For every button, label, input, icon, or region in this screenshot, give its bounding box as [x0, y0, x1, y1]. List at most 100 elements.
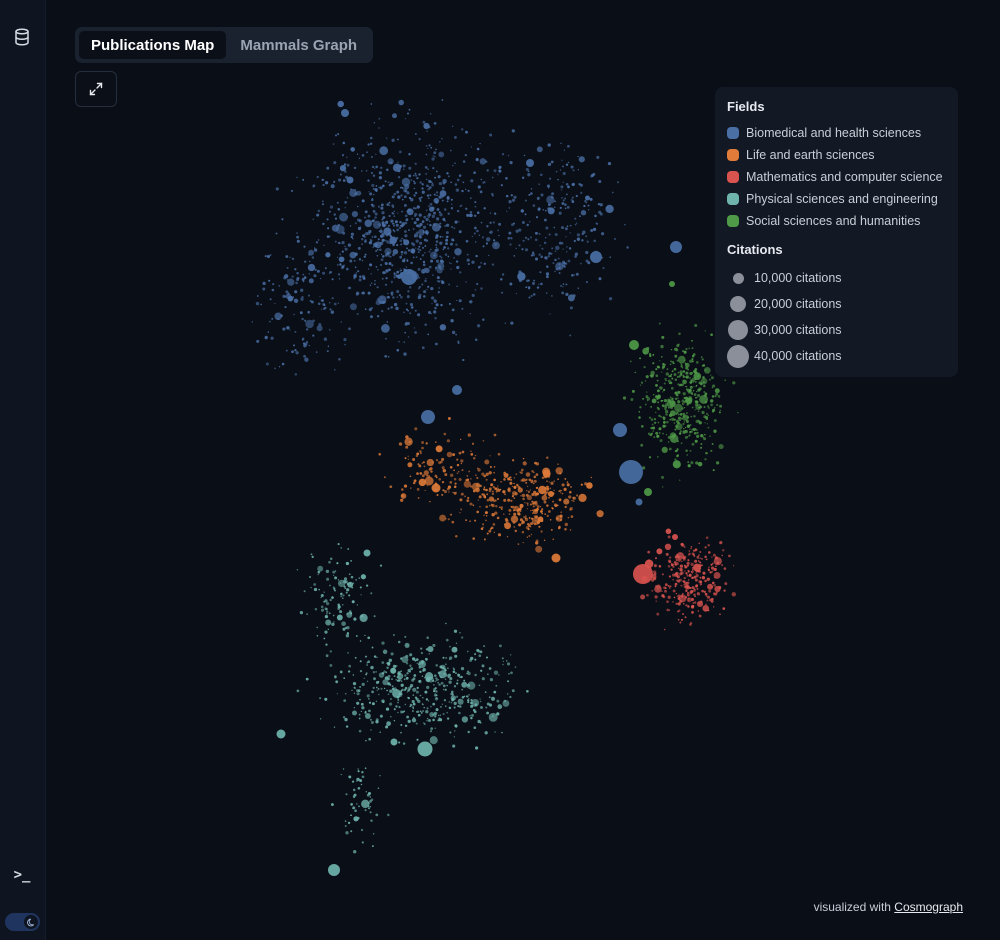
publication-point[interactable]: [506, 536, 509, 538]
publication-point[interactable]: [655, 600, 657, 602]
publication-point[interactable]: [578, 183, 581, 186]
publication-point[interactable]: [709, 378, 711, 381]
publication-point[interactable]: [513, 512, 517, 516]
publication-point[interactable]: [691, 569, 694, 571]
publication-point[interactable]: [424, 489, 426, 492]
publication-point[interactable]: [682, 580, 684, 582]
publication-point[interactable]: [713, 429, 717, 433]
publication-point[interactable]: [290, 189, 294, 192]
publication-point[interactable]: [370, 729, 372, 731]
publication-point[interactable]: [346, 196, 349, 199]
publication-point[interactable]: [367, 268, 370, 270]
publication-point[interactable]: [435, 266, 438, 269]
publication-point[interactable]: [372, 246, 374, 248]
publication-point[interactable]: [390, 306, 394, 309]
publication-point[interactable]: [462, 358, 465, 362]
fullscreen-button[interactable]: [75, 71, 117, 107]
publication-point[interactable]: [548, 497, 550, 499]
publication-point[interactable]: [686, 403, 689, 406]
publication-point[interactable]: [711, 556, 713, 558]
publication-point[interactable]: [350, 560, 352, 562]
publication-point[interactable]: [353, 796, 356, 798]
publication-point[interactable]: [287, 295, 293, 301]
publication-point[interactable]: [398, 692, 401, 696]
publication-point[interactable]: [289, 329, 291, 331]
publication-point[interactable]: [384, 261, 388, 265]
publication-point[interactable]: [480, 221, 483, 224]
publication-point[interactable]: [251, 321, 253, 323]
publication-point[interactable]: [683, 421, 686, 423]
publication-point[interactable]: [347, 821, 351, 825]
publication-point[interactable]: [474, 214, 477, 217]
publication-point[interactable]: [419, 235, 422, 239]
publication-point[interactable]: [306, 328, 309, 331]
publication-point[interactable]: [558, 525, 561, 528]
publication-point[interactable]: [435, 445, 443, 453]
publication-point[interactable]: [575, 222, 578, 224]
publication-point[interactable]: [451, 520, 455, 524]
publication-point[interactable]: [400, 295, 403, 299]
publication-point[interactable]: [339, 173, 342, 176]
publication-point[interactable]: [694, 578, 698, 582]
publication-point[interactable]: [549, 313, 551, 315]
publication-point[interactable]: [638, 411, 641, 413]
publication-point[interactable]: [559, 169, 562, 171]
publication-point[interactable]: [686, 561, 690, 566]
publication-point[interactable]: [441, 199, 444, 202]
publication-point[interactable]: [397, 138, 399, 141]
publication-point[interactable]: [324, 630, 328, 634]
publication-point[interactable]: [408, 108, 411, 111]
publication-point[interactable]: [465, 519, 467, 521]
publication-point[interactable]: [424, 279, 427, 283]
publication-point[interactable]: [691, 576, 694, 580]
publication-point[interactable]: [382, 216, 386, 219]
publication-point[interactable]: [538, 283, 540, 286]
publication-point[interactable]: [538, 525, 541, 528]
publication-point[interactable]: [317, 573, 319, 576]
publication-point[interactable]: [363, 255, 366, 258]
publication-point[interactable]: [465, 281, 467, 283]
publication-point[interactable]: [534, 238, 538, 242]
publication-point[interactable]: [285, 255, 289, 258]
publication-point[interactable]: [403, 203, 407, 207]
publication-point[interactable]: [381, 672, 384, 675]
publication-point[interactable]: [448, 706, 452, 710]
publication-point[interactable]: [709, 435, 711, 437]
publication-point[interactable]: [358, 713, 361, 716]
publication-point[interactable]: [426, 636, 429, 639]
publication-point[interactable]: [365, 672, 368, 675]
publication-point[interactable]: [408, 286, 412, 289]
publication-point[interactable]: [656, 379, 659, 382]
publication-point[interactable]: [385, 234, 389, 237]
publication-point[interactable]: [346, 156, 348, 159]
publication-point[interactable]: [562, 181, 564, 183]
publication-point[interactable]: [436, 194, 438, 197]
publication-point[interactable]: [433, 688, 436, 691]
publication-point[interactable]: [702, 381, 705, 384]
publication-point-major[interactable]: [548, 491, 554, 497]
publication-point[interactable]: [566, 205, 570, 209]
publication-point[interactable]: [513, 497, 516, 499]
publication-point[interactable]: [381, 211, 385, 215]
publication-point[interactable]: [479, 265, 481, 267]
publication-point[interactable]: [455, 260, 459, 263]
publication-point[interactable]: [412, 687, 417, 692]
publication-point[interactable]: [441, 235, 444, 238]
publication-point[interactable]: [374, 167, 376, 170]
publication-point[interactable]: [528, 517, 531, 519]
publication-point[interactable]: [377, 268, 379, 271]
publication-point[interactable]: [561, 226, 564, 230]
publication-point[interactable]: [453, 227, 456, 230]
publication-point[interactable]: [562, 264, 564, 267]
publication-point[interactable]: [426, 707, 429, 710]
publication-point[interactable]: [668, 398, 670, 400]
publication-point[interactable]: [704, 579, 707, 583]
publication-point[interactable]: [493, 531, 495, 533]
publication-point[interactable]: [436, 208, 440, 211]
publication-point[interactable]: [421, 660, 425, 664]
publication-point[interactable]: [460, 675, 463, 678]
publication-point[interactable]: [387, 224, 390, 227]
publication-point[interactable]: [400, 243, 403, 246]
publication-point[interactable]: [703, 406, 706, 408]
publication-point[interactable]: [491, 263, 495, 266]
